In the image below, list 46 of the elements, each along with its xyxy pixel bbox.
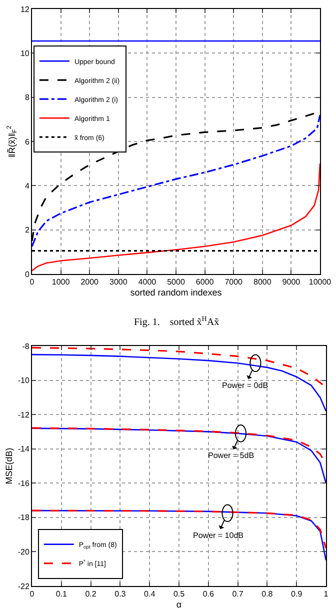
x-tick-label: 3000 — [110, 278, 128, 287]
y-tick-label: -18 — [18, 513, 30, 522]
y-tick-label: 4 — [24, 181, 30, 190]
x-tick-label: 0.9 — [291, 590, 303, 599]
y-tick-label: 2 — [24, 226, 30, 235]
x-tick-label: 2000 — [80, 278, 100, 287]
y-tick-label: -20 — [18, 548, 30, 557]
y-tick-label: -10 — [18, 376, 30, 386]
annotation: Power = 5dB — [208, 451, 254, 460]
x-tick-label: 0.8 — [262, 590, 274, 599]
annotation: Power = 0dB — [222, 381, 268, 390]
y-tick-label: 0 — [24, 270, 30, 279]
x-tick-label: 0.5 — [173, 590, 186, 599]
x-tick-label: 0.6 — [202, 590, 215, 599]
annotation: Power = 10dB — [193, 531, 244, 540]
line-series — [32, 354, 326, 412]
x-tick-label: 0.4 — [144, 590, 156, 599]
line-series — [32, 510, 326, 550]
y-tick-label: 8 — [24, 93, 30, 102]
caption: Fig. 1. sorted x̃$^{H}$Ax̃ — [134, 315, 220, 328]
x-tick-label: 7000 — [224, 278, 244, 287]
y-axis-title: MSE(dB) — [4, 448, 14, 484]
line-series — [32, 346, 326, 388]
y-tick-label: 12 — [20, 4, 30, 14]
y-tick-label: 6 — [24, 137, 30, 146]
y-tick-label: 10 — [20, 48, 30, 58]
x-tick-label: 9000 — [282, 278, 301, 287]
x-tick-label: 5000 — [167, 278, 186, 287]
x-tick-label: 4000 — [138, 278, 157, 287]
x-tick-label: 1 — [324, 590, 329, 599]
y-tick-label: -8 — [22, 342, 30, 351]
y-tick-label: -16 — [18, 478, 30, 488]
x-tick-label: 6000 — [196, 278, 214, 287]
y-tick-label: -22 — [18, 582, 30, 591]
x-axis-title: sorted random indexes — [130, 287, 222, 298]
y-tick-label: -14 — [18, 444, 30, 454]
x-tick-label: 10000 — [308, 278, 332, 287]
x-tick-label: 0.1 — [56, 590, 68, 599]
y-tick-label: -12 — [18, 410, 30, 420]
x-axis-title: α — [176, 599, 182, 610]
x-tick-label: 0.3 — [114, 590, 126, 599]
line-series — [32, 162, 320, 272]
x-tick-label: 8000 — [254, 278, 272, 287]
x-tick-label: 0.7 — [232, 590, 244, 599]
x-tick-label: 0.2 — [85, 590, 97, 599]
x-tick-label: 1000 — [52, 278, 70, 287]
